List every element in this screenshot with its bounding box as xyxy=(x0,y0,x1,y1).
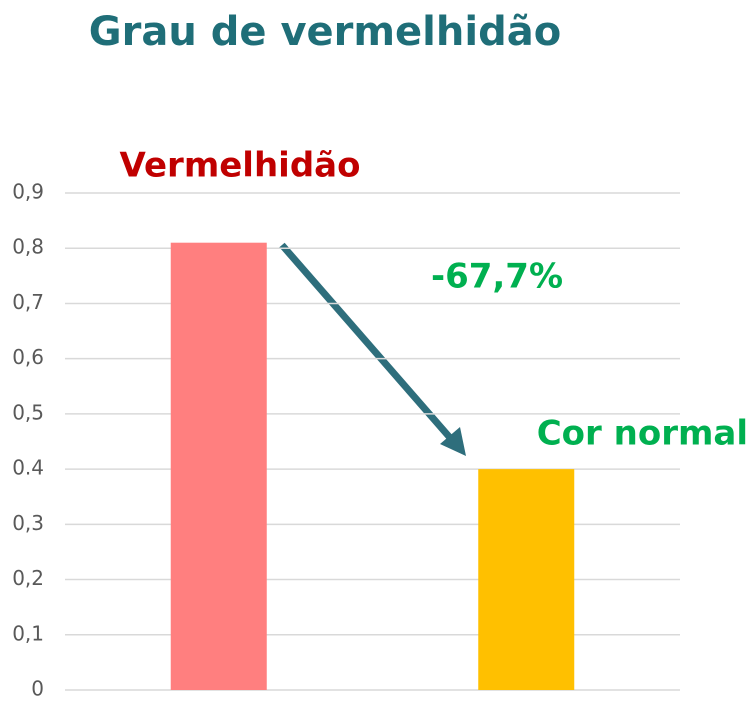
y-tick-label: 0,6 xyxy=(12,345,44,369)
y-tick-label: 0,2 xyxy=(12,566,44,590)
y-tick-label: 0.4 xyxy=(12,456,44,480)
bar xyxy=(170,242,267,690)
category-label: Cor normal xyxy=(537,414,748,454)
annotation: -67,7% xyxy=(431,257,563,297)
y-tick-label: 0 xyxy=(31,677,44,701)
y-tick-label: 0,3 xyxy=(12,511,44,535)
arrow-head xyxy=(440,427,466,456)
y-tick-label: 0,8 xyxy=(12,235,44,259)
y-tick-label: 0,7 xyxy=(12,290,44,314)
y-tick-label: 0,5 xyxy=(12,400,44,424)
y-tick-label: 0,1 xyxy=(12,621,44,645)
y-tick-label: 0,9 xyxy=(12,180,44,204)
category-label: Vermelhidão xyxy=(120,146,361,186)
arrow xyxy=(279,242,455,443)
chart-title: Grau de vermelhidão xyxy=(89,9,561,55)
bar xyxy=(478,469,575,690)
